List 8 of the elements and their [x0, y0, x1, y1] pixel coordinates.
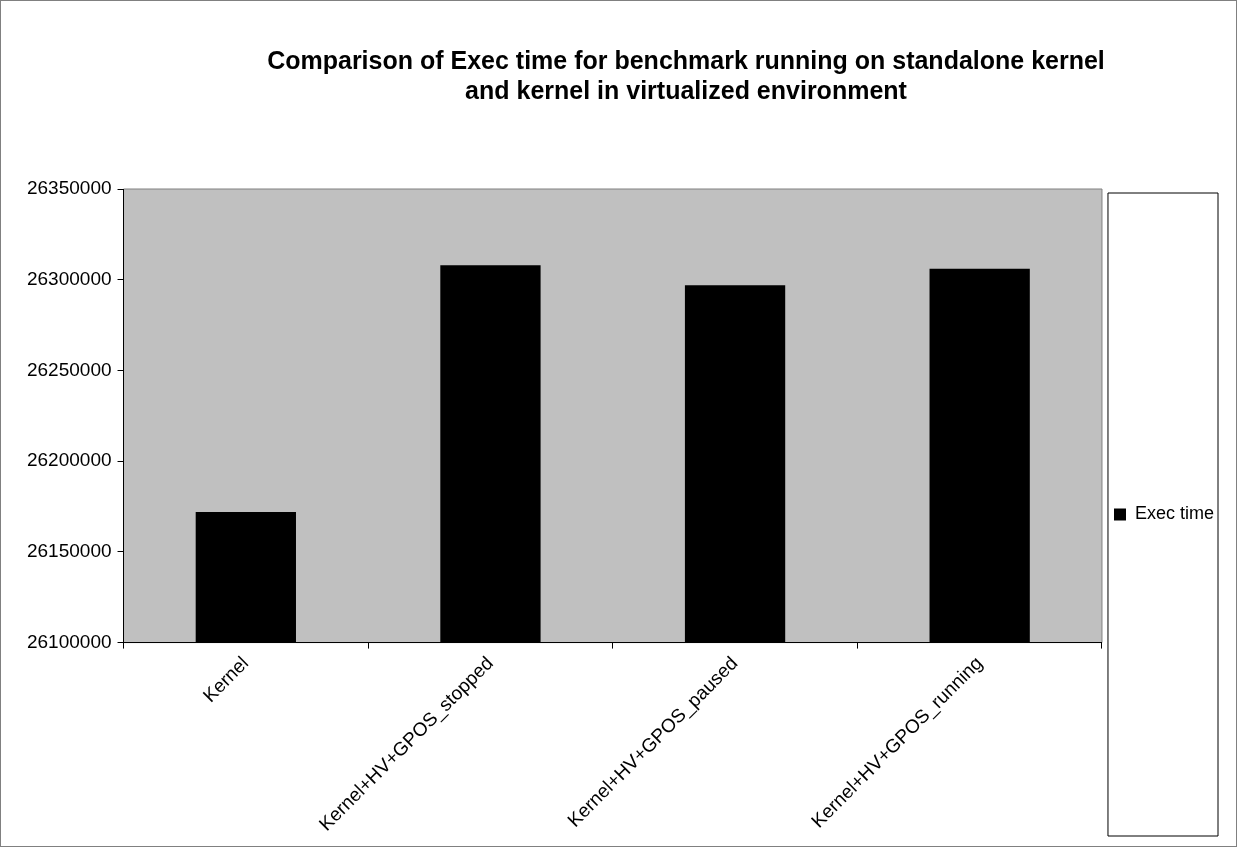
chart-title: Comparison of Exec time for benchmark running on standalone kernel and kernel in virtualized environment — [266, 45, 1106, 105]
y-tick-label: 26250000 — [26, 358, 112, 380]
y-tick-label: 26350000 — [26, 177, 112, 199]
y-tick-label: 26300000 — [26, 267, 112, 289]
legend-label: Exec time — [1134, 503, 1215, 524]
y-tick-label: 26100000 — [26, 630, 112, 652]
y-tick-label: 26150000 — [26, 540, 112, 562]
y-tick-label: 26200000 — [26, 449, 112, 471]
